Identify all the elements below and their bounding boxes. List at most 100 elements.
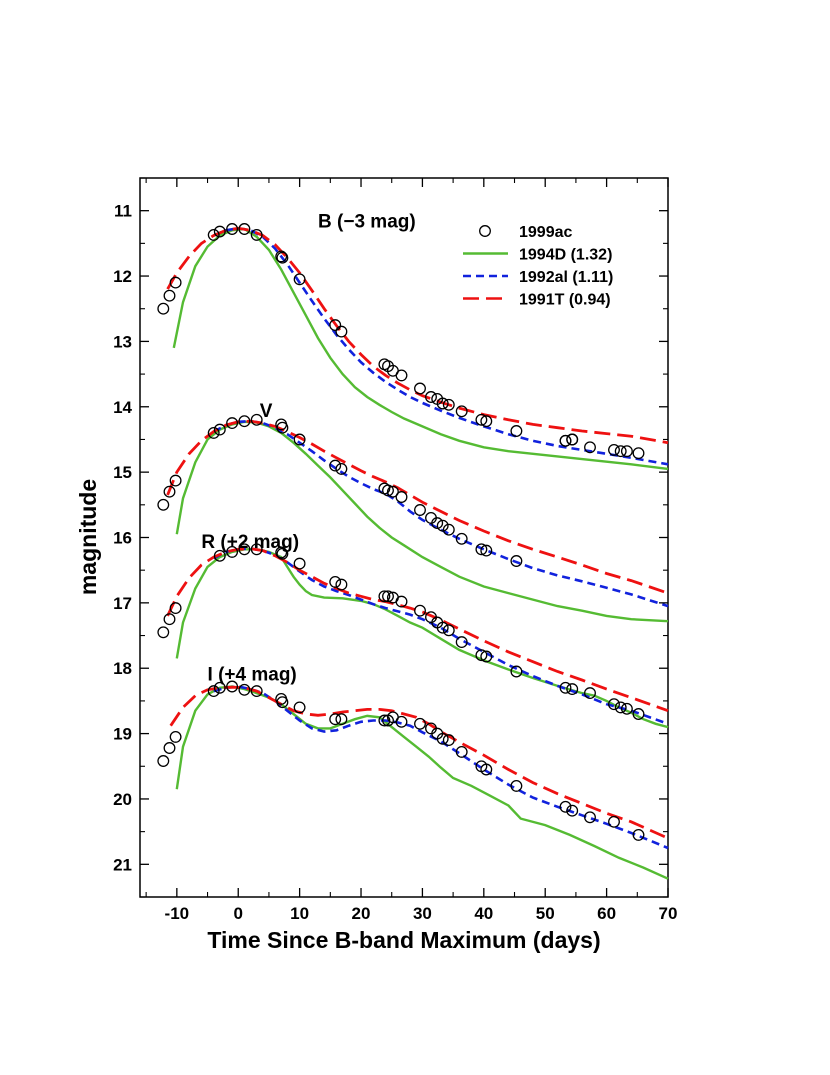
data-point-1999ac-band-3	[584, 811, 596, 824]
series-line-1994D-band-3	[175, 685, 669, 880]
x-tick-label: 0	[233, 904, 242, 923]
data-point-1999ac-band-1	[475, 543, 488, 556]
data-point-1999ac-band-0	[163, 289, 176, 302]
data-point-1999ac-band-3	[632, 828, 645, 841]
data-point-1999ac-band-1	[226, 417, 239, 430]
data-point-1999ac-band-2	[250, 543, 263, 556]
data-point-1999ac-band-1	[436, 519, 449, 532]
data-point-1999ac-band-2	[632, 708, 645, 720]
tick-labels: -10 0 10 20 30 40 50 60 70 11 12 13 14 15 16 17 18 19 20 21	[113, 202, 677, 923]
data-point-1999ac-band-0	[238, 223, 251, 235]
data-point-1999ac-band-3	[250, 685, 263, 698]
data-point-1999ac-band-1	[335, 462, 348, 475]
data-point-1999ac-band-3	[213, 681, 226, 694]
legend-label-3: 1991T (0.94)	[519, 292, 611, 309]
data-point-1999ac-band-2	[329, 575, 342, 588]
data-point-1999ac-band-0	[276, 251, 289, 264]
y-tick-label: 11	[114, 202, 132, 221]
data-point-1999ac-band-0	[614, 445, 627, 458]
legend: 1999ac 1994D (1.32) 1992al (1.11) 1991T (0.…	[463, 224, 613, 309]
data-point-1999ac-band-1	[480, 544, 493, 557]
data-point-1999ac-band-1	[293, 433, 306, 446]
data-point-1999ac-band-0	[250, 228, 263, 241]
data-point-1999ac-band-2	[614, 701, 627, 714]
data-point-1999ac-band-1	[455, 532, 468, 545]
legend-label-1: 1994D (1.32)	[519, 247, 612, 264]
data-point-1999ac-band-2	[157, 626, 170, 639]
data-point-1999ac-band-1	[414, 504, 426, 516]
data-point-1999ac-band-3	[329, 713, 342, 726]
data-point-1999ac-band-3	[207, 685, 220, 698]
data-point-1999ac-band-0	[329, 319, 342, 332]
series-line-1994D-band-1	[175, 420, 669, 623]
data-point-1999ac-band-3	[608, 815, 620, 828]
data-point-1999ac-band-2	[226, 545, 239, 558]
series-line-1991T-band-2	[166, 547, 669, 713]
y-tick-label: 15	[113, 463, 132, 482]
x-axis-label: Time Since B-band Maximum (days)	[207, 927, 600, 953]
data-point-1999ac-band-1	[207, 426, 220, 439]
series-line-1991T-band-3	[169, 685, 669, 840]
data-point-1999ac-band-2	[382, 590, 394, 603]
data-point-1999ac-band-2	[436, 621, 449, 634]
legend-label-0: 1999ac	[519, 224, 572, 241]
ticks	[140, 177, 669, 898]
data-point-1999ac-band-0	[169, 276, 182, 289]
data-point-1999ac-band-0	[335, 325, 348, 338]
data-point-1999ac-band-3	[442, 734, 455, 747]
y-axis-label: magnitude	[75, 479, 101, 595]
data-point-1999ac-band-2	[163, 613, 176, 626]
data-point-1999ac-band-3	[395, 715, 408, 728]
band-label-3: I (+4 mag)	[208, 664, 297, 685]
data-point-1999ac-band-3	[226, 680, 239, 693]
data-point-1999ac-band-2	[378, 590, 391, 603]
data-point-1999ac-band-1	[169, 474, 182, 487]
x-tick-label: 70	[659, 904, 678, 923]
plot-area: -10 0 10 20 30 40 50 60 70 11 12 13 14 15 16 17 18 19 20 21…	[113, 177, 677, 923]
data-point-1999ac-band-1	[163, 485, 176, 498]
data-point-1999ac-band-1	[157, 498, 170, 511]
data-point-1999ac-band-0	[455, 405, 468, 418]
data-point-1999ac-band-2	[455, 636, 468, 649]
data-point-1999ac-band-3	[414, 717, 426, 730]
series-line-1994D-band-0	[172, 227, 669, 471]
data-point-1999ac-band-1	[250, 413, 263, 426]
data-point-1999ac-band-3	[163, 742, 176, 754]
x-tick-label: 30	[413, 904, 432, 923]
data-point-1999ac-band-3	[559, 800, 572, 813]
data-point-1999ac-band-2	[584, 687, 596, 700]
data-point-1999ac-band-3	[455, 745, 468, 758]
data-point-1999ac-band-2	[480, 650, 493, 663]
data-point-1999ac-band-1	[213, 423, 226, 436]
data-point-1999ac-band-0	[442, 398, 455, 411]
x-tick-label: 50	[536, 904, 555, 923]
data-point-1999ac-band-0	[226, 223, 239, 235]
data-point-1999ac-band-0	[632, 447, 645, 460]
band-labels: B (−3 mag) V R (+2 mag) I (+4 mag)	[201, 211, 415, 685]
data-point-1999ac-band-0	[620, 445, 633, 458]
legend-label-2: 1992al (1.11)	[519, 269, 613, 286]
data-point-1999ac-band-2	[442, 624, 455, 637]
data-point-1999ac-band-1	[431, 517, 444, 530]
y-tick-label: 14	[113, 398, 132, 417]
x-tick-label: -10	[165, 904, 190, 923]
data-point-1999ac-band-3	[378, 714, 391, 727]
data-point-1999ac-band-0	[275, 250, 288, 263]
data-point-1999ac-band-2	[275, 546, 288, 559]
data-point-1999ac-band-0	[425, 391, 437, 403]
y-tick-label: 13	[113, 332, 132, 351]
series-line-1992al-band-2	[213, 547, 669, 726]
data-point-1999ac-band-3	[335, 713, 348, 726]
data-point-1999ac-band-2	[566, 683, 579, 696]
y-tick-label: 12	[113, 267, 132, 286]
data-point-1999ac-band-1	[559, 434, 572, 447]
data-point-1999ac-band-0	[414, 382, 426, 395]
data-point-1999ac-band-0	[293, 273, 306, 286]
y-tick-label: 20	[113, 790, 132, 809]
band-label-2: R (+2 mag)	[201, 532, 299, 553]
data-point-1999ac-band-0	[207, 228, 220, 241]
x-tick-label: 10	[290, 904, 309, 923]
data-point-1999ac-band-1	[329, 459, 342, 472]
y-tick-label: 21	[113, 855, 132, 874]
data-point-1999ac-band-2	[335, 578, 348, 591]
